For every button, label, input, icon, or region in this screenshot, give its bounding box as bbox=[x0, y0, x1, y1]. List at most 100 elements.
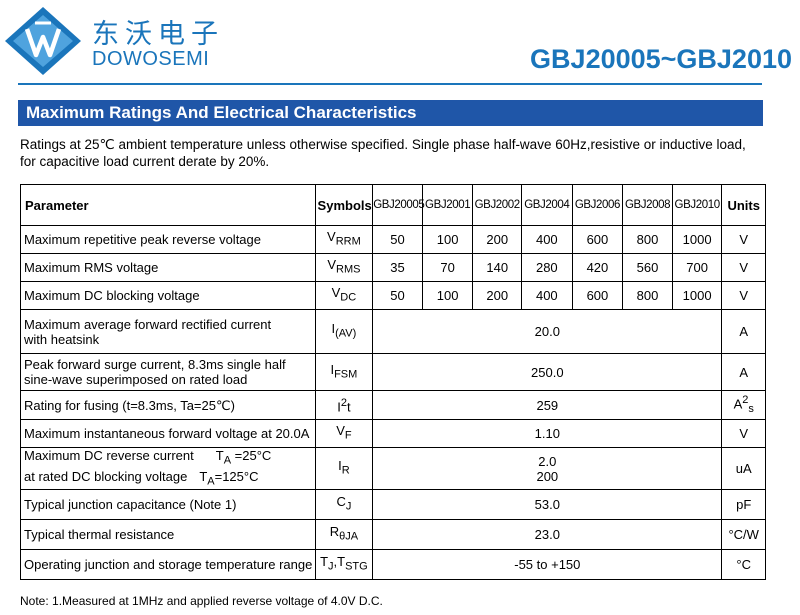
header-divider bbox=[18, 83, 762, 85]
table-row: Typical thermal resistance RθJA 23.0 °C/… bbox=[20, 519, 766, 551]
header-part: GBJ2008 bbox=[622, 184, 673, 226]
symbol-text: V bbox=[327, 229, 336, 245]
section-title-bar: Maximum Ratings And Electrical Character… bbox=[18, 100, 763, 126]
unit-cell: uA bbox=[721, 446, 766, 491]
symbol-subscript: R bbox=[341, 464, 350, 477]
unit-cell: V bbox=[721, 281, 766, 310]
value-cell: 20.0 bbox=[372, 309, 723, 354]
value-cell: 200 bbox=[472, 225, 523, 254]
condition-value: =125°C bbox=[214, 468, 259, 484]
symbol-subscript: RMS bbox=[336, 263, 361, 276]
symbol-cell: IR bbox=[314, 446, 374, 491]
value-cell: 50 bbox=[372, 225, 423, 254]
symbol-subscript: J bbox=[328, 560, 334, 573]
value-cell: 800 bbox=[622, 225, 673, 254]
symbol-text: C bbox=[336, 494, 346, 510]
symbol-cell: VRRM bbox=[314, 225, 374, 254]
parameter-cell: Typical junction capacitance (Note 1) bbox=[20, 489, 316, 521]
value-cell: 53.0 bbox=[372, 489, 723, 521]
symbol-text: I bbox=[331, 321, 336, 337]
table-row: Maximum DC reverse current TA =25°C at ra… bbox=[20, 446, 766, 491]
parameter-line: Peak forward surge current, 8.3ms single… bbox=[24, 357, 286, 372]
unit-cell: A2s bbox=[721, 390, 766, 420]
parameter-cell: Peak forward surge current, 8.3ms single… bbox=[20, 353, 316, 391]
value-line: 200 bbox=[536, 468, 559, 484]
parameter-cell: Maximum instantaneous forward voltage at… bbox=[20, 419, 316, 448]
value-cell: 600 bbox=[571, 281, 624, 310]
symbol-cell: VDC bbox=[314, 281, 374, 310]
unit-cell: A bbox=[721, 309, 766, 354]
unit-cell: °C/W bbox=[721, 519, 766, 551]
value-cell: 140 bbox=[472, 253, 523, 282]
condition-symbol: T bbox=[215, 448, 224, 463]
symbol-cell: CJ bbox=[314, 489, 374, 521]
unit-cell: V bbox=[721, 419, 766, 448]
value-cell: 800 bbox=[622, 281, 673, 310]
header-part: GBJ2002 bbox=[472, 184, 523, 226]
value-cell: 35 bbox=[372, 253, 423, 282]
symbol-text: T bbox=[320, 554, 329, 570]
value-cell: 280 bbox=[521, 253, 573, 282]
symbol-text: V bbox=[336, 423, 345, 439]
symbol-cell: VRMS bbox=[314, 253, 374, 282]
header-units: Units bbox=[721, 184, 766, 226]
table-row: Rating for fusing (t=8.3ms, Ta=25℃) I2t … bbox=[20, 390, 766, 420]
symbol-subscript: θJA bbox=[339, 530, 359, 543]
dowosemi-logo bbox=[5, 7, 81, 75]
parameter-cell: Maximum RMS voltage bbox=[20, 253, 316, 282]
table-header-row: Parameter Symbols GBJ20005 GBJ2001 GBJ20… bbox=[20, 184, 766, 226]
condition-subscript: A bbox=[223, 454, 232, 467]
symbol-suffix: t bbox=[346, 399, 351, 415]
symbol-subscript: FSM bbox=[334, 368, 358, 381]
value-cell: 560 bbox=[622, 253, 673, 282]
condition-value: =25°C bbox=[231, 448, 272, 463]
table-row: Maximum RMS voltage VRMS 35 70 140 280 4… bbox=[20, 253, 766, 282]
unit-cell: V bbox=[721, 225, 766, 254]
value-line: 2.0 bbox=[538, 453, 557, 469]
unit-cell: °C bbox=[721, 549, 766, 581]
value-cell: 1000 bbox=[671, 281, 723, 310]
section-title: Maximum Ratings And Electrical Character… bbox=[26, 103, 417, 122]
value-cell: 50 bbox=[372, 281, 423, 310]
value-cell: 600 bbox=[571, 225, 624, 254]
symbol-cell: IFSM bbox=[314, 353, 374, 391]
header-part: GBJ2004 bbox=[521, 184, 573, 226]
part-number-range: GBJ20005~GBJ2010 bbox=[530, 44, 792, 74]
parameter-cell: Maximum repetitive peak reverse voltage bbox=[20, 225, 316, 254]
header-symbols: Symbols bbox=[314, 184, 374, 226]
symbol-subscript: J bbox=[345, 500, 352, 513]
symbol-subscript: DC bbox=[340, 291, 357, 304]
parameter-cell: Maximum average forward rectified curren… bbox=[20, 309, 316, 354]
symbol-text: I bbox=[337, 399, 341, 415]
value-cell: 400 bbox=[521, 281, 573, 310]
header-part: GBJ20005 bbox=[372, 184, 425, 226]
parameter-cell: Maximum DC reverse current TA =25°C at ra… bbox=[20, 446, 316, 491]
parameter-cell: Maximum DC blocking voltage bbox=[20, 281, 316, 310]
footnote: Note: 1.Measured at 1MHz and applied rev… bbox=[20, 594, 383, 608]
rating-conditions: Ratings at 25℃ ambient temperature unles… bbox=[20, 137, 746, 169]
brand-name-english: DOWOSEMI bbox=[92, 48, 210, 70]
table-row: Typical junction capacitance (Note 1) CJ… bbox=[20, 489, 766, 521]
parameter-cell: Typical thermal resistance bbox=[20, 519, 316, 551]
value-cell: 70 bbox=[421, 253, 474, 282]
value-cell: 420 bbox=[571, 253, 624, 282]
symbol-cell: TJ,TSTG bbox=[314, 549, 374, 581]
unit-cell: pF bbox=[721, 489, 766, 521]
value-cell: 100 bbox=[421, 225, 474, 254]
condition-symbol: T bbox=[199, 468, 208, 484]
unit-subscript: s bbox=[748, 402, 754, 415]
value-cell: 250.0 bbox=[372, 353, 723, 391]
header-part: GBJ2001 bbox=[421, 184, 474, 226]
parameter-cell: Rating for fusing (t=8.3ms, Ta=25℃) bbox=[20, 390, 316, 420]
symbol-text: I bbox=[338, 458, 342, 474]
value-cell: 700 bbox=[671, 253, 723, 282]
condition-text: TA =25°C bbox=[216, 448, 272, 469]
value-cell: 259 bbox=[372, 390, 723, 420]
symbol-text: V bbox=[331, 285, 341, 301]
header-parameter: Parameter bbox=[20, 184, 316, 226]
symbol-text: V bbox=[327, 257, 336, 273]
symbol-text: ,T bbox=[333, 554, 346, 570]
condition-subscript: A bbox=[207, 475, 215, 488]
unit-cell: V bbox=[721, 253, 766, 282]
value-cell: 200 bbox=[472, 281, 523, 310]
